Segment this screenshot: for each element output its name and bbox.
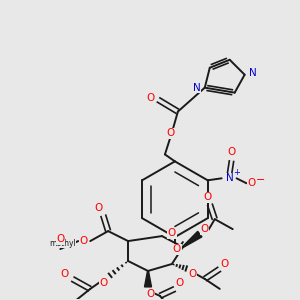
Text: O: O bbox=[204, 192, 212, 202]
Polygon shape bbox=[183, 231, 202, 248]
Text: O: O bbox=[173, 244, 181, 254]
Polygon shape bbox=[145, 271, 152, 287]
Text: O: O bbox=[99, 278, 107, 288]
Text: O: O bbox=[248, 178, 256, 188]
Text: O: O bbox=[189, 269, 197, 279]
Text: O: O bbox=[94, 203, 102, 213]
Text: O: O bbox=[176, 278, 184, 288]
Text: N: N bbox=[249, 68, 256, 78]
Text: N: N bbox=[193, 83, 201, 93]
Text: N: N bbox=[226, 173, 233, 183]
Text: O: O bbox=[201, 224, 209, 234]
Text: O: O bbox=[227, 147, 236, 158]
Text: methyl: methyl bbox=[49, 238, 76, 247]
Text: O: O bbox=[60, 269, 68, 279]
Text: −: − bbox=[256, 175, 265, 185]
Text: O: O bbox=[146, 289, 154, 299]
Text: +: + bbox=[233, 168, 240, 177]
Text: O: O bbox=[146, 93, 154, 103]
Text: O: O bbox=[220, 259, 229, 269]
Text: O: O bbox=[56, 234, 64, 244]
Text: O: O bbox=[79, 236, 87, 246]
Text: O: O bbox=[168, 228, 176, 238]
Text: O: O bbox=[167, 128, 175, 139]
